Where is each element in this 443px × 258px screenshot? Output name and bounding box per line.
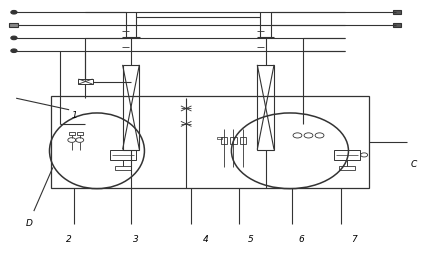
Text: 1: 1 (71, 110, 77, 119)
Text: 2: 2 (66, 236, 72, 245)
Bar (110, 150, 136, 160)
Bar (257, 65, 274, 150)
Bar (393, 23, 401, 27)
Bar (334, 150, 360, 160)
Bar (217, 137, 222, 139)
Bar (78, 79, 93, 84)
Bar (123, 65, 140, 150)
Circle shape (11, 49, 17, 53)
Text: D: D (26, 219, 33, 228)
Text: 6: 6 (298, 236, 304, 245)
Text: 3: 3 (132, 236, 138, 245)
Text: 4: 4 (203, 236, 209, 245)
Bar (240, 137, 246, 144)
Bar (230, 137, 237, 144)
Text: 7: 7 (351, 236, 357, 245)
Bar (77, 132, 83, 135)
Text: 5: 5 (247, 236, 253, 245)
Bar (338, 166, 355, 170)
Bar (9, 23, 18, 27)
Bar (221, 137, 227, 144)
Bar (393, 10, 401, 14)
Circle shape (11, 36, 17, 40)
Text: C: C (411, 160, 417, 169)
Bar (115, 166, 132, 170)
Bar (69, 132, 75, 135)
Circle shape (11, 10, 17, 14)
Bar (51, 96, 369, 188)
